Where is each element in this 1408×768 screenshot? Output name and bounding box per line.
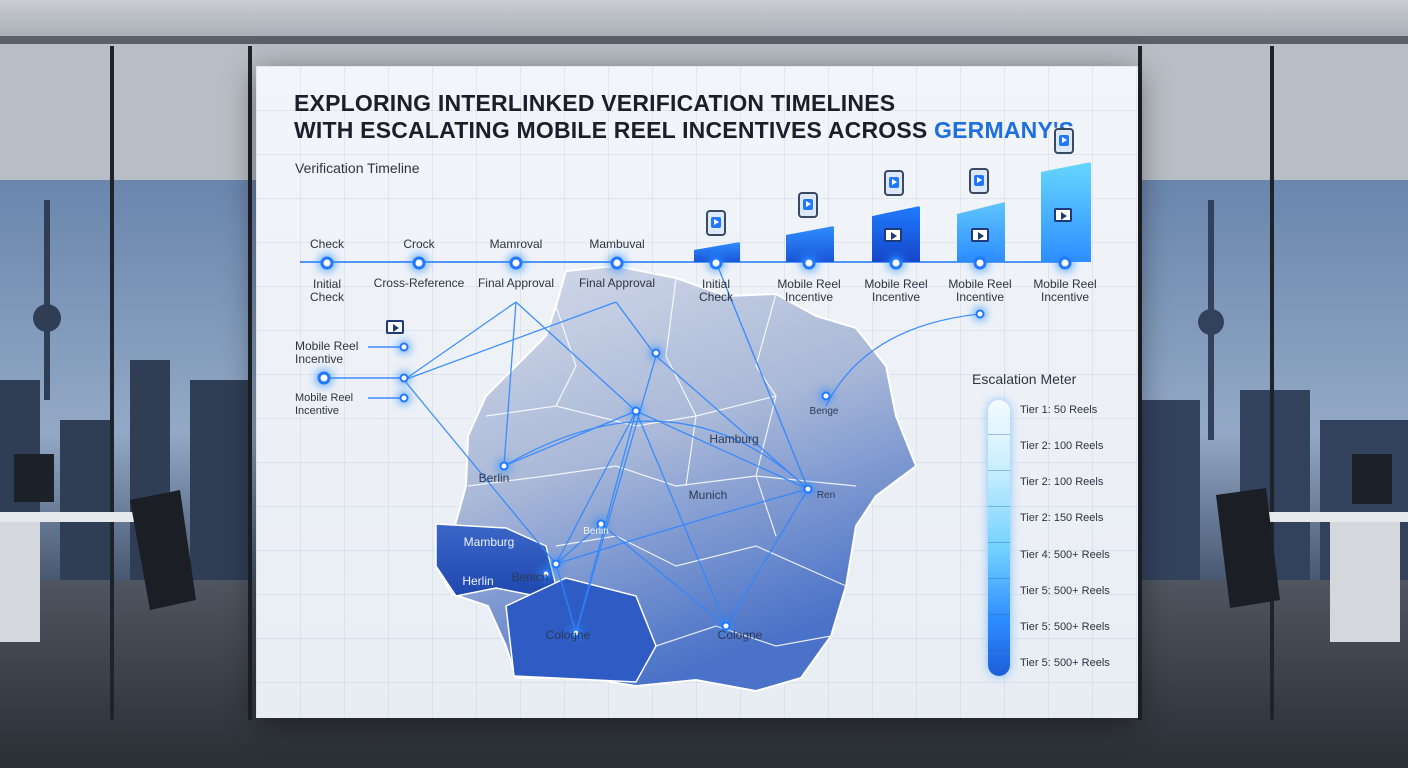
tier-label: Tier 2: 150 Reels [1020,512,1104,524]
stage-8-label: Mobile Reel Incentive [948,277,1012,304]
title-line-2-main: WITH ESCALATING MOBILE REEL INCENTIVES A… [294,117,935,143]
city-label-cologne-2: Cologne [717,628,763,642]
tier-label: Tier 5: 500+ Reels [1020,657,1110,669]
office-desk-left [0,454,196,642]
tier-label: Tier 5: 500+ Reels [1020,621,1110,633]
stage-3-top-label: Mamroval [489,237,543,251]
stage-1-label: Initial Check [309,277,345,304]
tier-label: Tier 2: 100 Reels [1020,476,1104,488]
map-region-south [505,577,657,683]
legend-node[interactable] [399,373,409,383]
phone-play-icon [969,168,989,194]
map-node[interactable] [803,484,813,494]
play-icon [971,228,989,242]
germany-map [300,261,1066,693]
stage-1-top-label: Check [309,237,345,251]
stage-3-label: Final Approval [477,276,555,290]
legend-lines [324,346,404,399]
stage-4-top-label: Mambuval [589,237,645,251]
phone-play-icon [706,210,726,236]
play-icon [1054,208,1072,222]
title-line-1: EXPLORING INTERLINKED VERIFICATION TIMEL… [294,90,896,116]
city-label-berlin: Berlin [478,471,510,485]
city-label-hamburg: Hamburg [709,432,759,446]
tier-label: Tier 2: 100 Reels [1020,440,1104,452]
legend-label-1: Mobile Reel Incentive [295,339,359,366]
timeline-node[interactable] [802,256,816,270]
timeline-node[interactable] [1058,256,1072,270]
city-label-benge: Benge [809,406,839,417]
escalation-meter-bar [988,400,1010,676]
stage-2-label: Cross-Reference [373,276,465,290]
tier-label: Tier 5: 500+ Reels [1020,585,1110,597]
city-label-mamburg: Mamburg [463,535,515,549]
stage-9-label: Mobile Reel Incentive [1033,277,1097,304]
city-label-ren: Ren [816,490,836,501]
stage-2-top-label: Crock [403,237,435,251]
timeline-node[interactable] [412,256,426,270]
tier-label: Tier 4: 500+ Reels [1020,549,1110,561]
map-node[interactable] [975,309,985,319]
map-node[interactable] [499,461,509,471]
stage-4-label: Final Approval [578,276,656,290]
timeline-node[interactable] [709,256,723,270]
stage-6-label: Mobile Reel Incentive [777,277,841,304]
tier-label: Tier 1: 50 Reels [1020,404,1098,416]
legend-node[interactable] [399,393,409,403]
phone-play-icon [884,170,904,196]
map-node[interactable] [821,391,831,401]
map-node[interactable] [631,406,641,416]
city-label-herlin: Herlin [462,574,494,588]
timeline-heading: Verification Timeline [295,160,420,176]
map-node[interactable] [571,628,581,638]
timeline-node[interactable] [973,256,987,270]
title-accent: GERMANY'S [934,117,1075,143]
timeline-node[interactable] [509,256,523,270]
office-desk-right [1216,454,1408,642]
map-node[interactable] [651,348,661,358]
legend-node[interactable] [317,371,331,385]
timeline-node[interactable] [889,256,903,270]
timeline-node[interactable] [610,256,624,270]
city-label-cologne: Cologne [545,628,591,642]
map-node[interactable] [596,519,606,529]
play-icon [386,320,404,334]
map-node[interactable] [541,569,551,579]
stage-5-label: Initial Check [698,277,734,304]
escalation-meter-heading: Escalation Meter [972,371,1077,387]
infographic-board: EXPLORING INTERLINKED VERIFICATION TIMEL… [256,66,1138,718]
phone-play-icon [798,192,818,218]
play-icon [884,228,902,242]
city-label-munich: Munich [688,488,728,502]
title-line-2: WITH ESCALATING MOBILE REEL INCENTIVES A… [294,117,1074,144]
map-node[interactable] [721,621,731,631]
legend-node[interactable] [399,342,409,352]
legend-label-2: Mobile Reel Incentive [295,392,354,417]
timeline-node[interactable] [320,256,334,270]
connection-lines [403,261,981,634]
phone-play-icon [1054,128,1074,154]
stage-7-label: Mobile Reel Incentive [864,277,928,304]
city-label-benich: Benich [511,570,549,584]
map-node[interactable] [551,559,561,569]
city-label-berlin-2: Berlin [583,526,609,537]
